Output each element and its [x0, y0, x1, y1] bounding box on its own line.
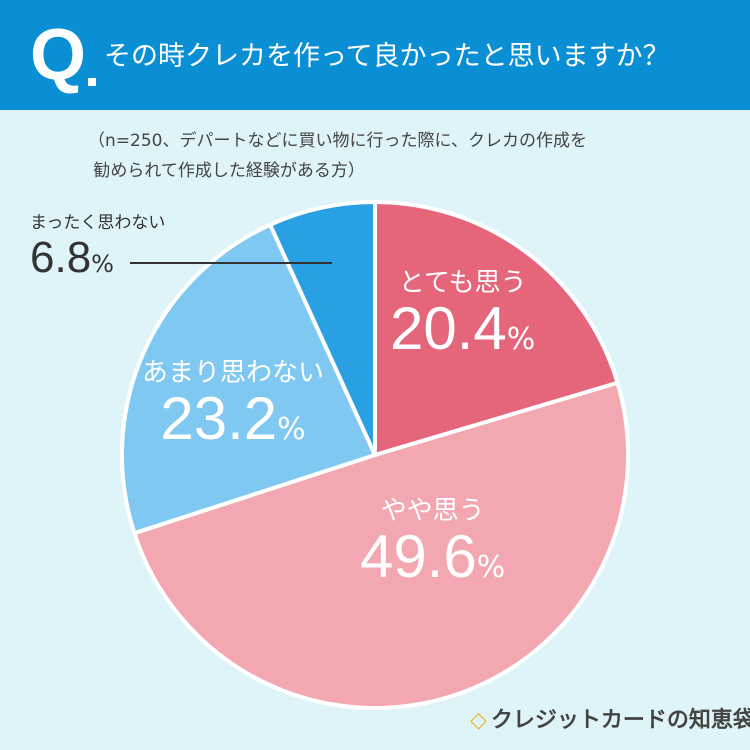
value-label: 6.8	[30, 233, 92, 282]
unit-label: %	[506, 322, 536, 357]
pie-slice-2	[120, 222, 378, 536]
pie-slice-0	[373, 199, 620, 458]
unit-label: %	[91, 250, 114, 278]
q-dot	[88, 78, 96, 86]
unit-label: %	[277, 412, 306, 447]
brand-logo: ◇ クレジットカードの知恵袋	[470, 702, 750, 734]
category-label: やや思う	[380, 496, 485, 526]
q-mark: Q	[30, 15, 87, 95]
survey-note: （n=250、デパートなどに買い物に行った際に、クレカの作成を 勧められて作成し…	[88, 131, 587, 181]
pie-slice-3	[267, 199, 377, 456]
slice-label-2: あまり思わない 23.2%	[142, 352, 324, 449]
pie-slice-1	[131, 380, 630, 710]
category-label: まったく思わない	[30, 213, 166, 233]
logo-text: クレジットカードの知恵袋	[490, 708, 750, 733]
unit-label: %	[476, 550, 506, 585]
value-label: 49.6	[360, 523, 477, 590]
value-label: 23.2	[160, 385, 278, 452]
category-label: あまり思わない	[142, 358, 325, 388]
value-label: 20.4	[390, 295, 507, 362]
question-title: その時クレカを作って良かったと思いますか？	[104, 41, 670, 72]
header-banner: Q その時クレカを作って良かったと思いますか？	[0, 0, 750, 110]
category-label: とても思う	[398, 268, 527, 298]
slice-label-0: とても思う 20.4%	[390, 262, 535, 359]
slice-label-3: まったく思わない 6.8%	[30, 208, 165, 283]
slice-label-1: やや思う 49.6%	[360, 490, 505, 587]
bulb-icon: ◇	[470, 708, 487, 733]
